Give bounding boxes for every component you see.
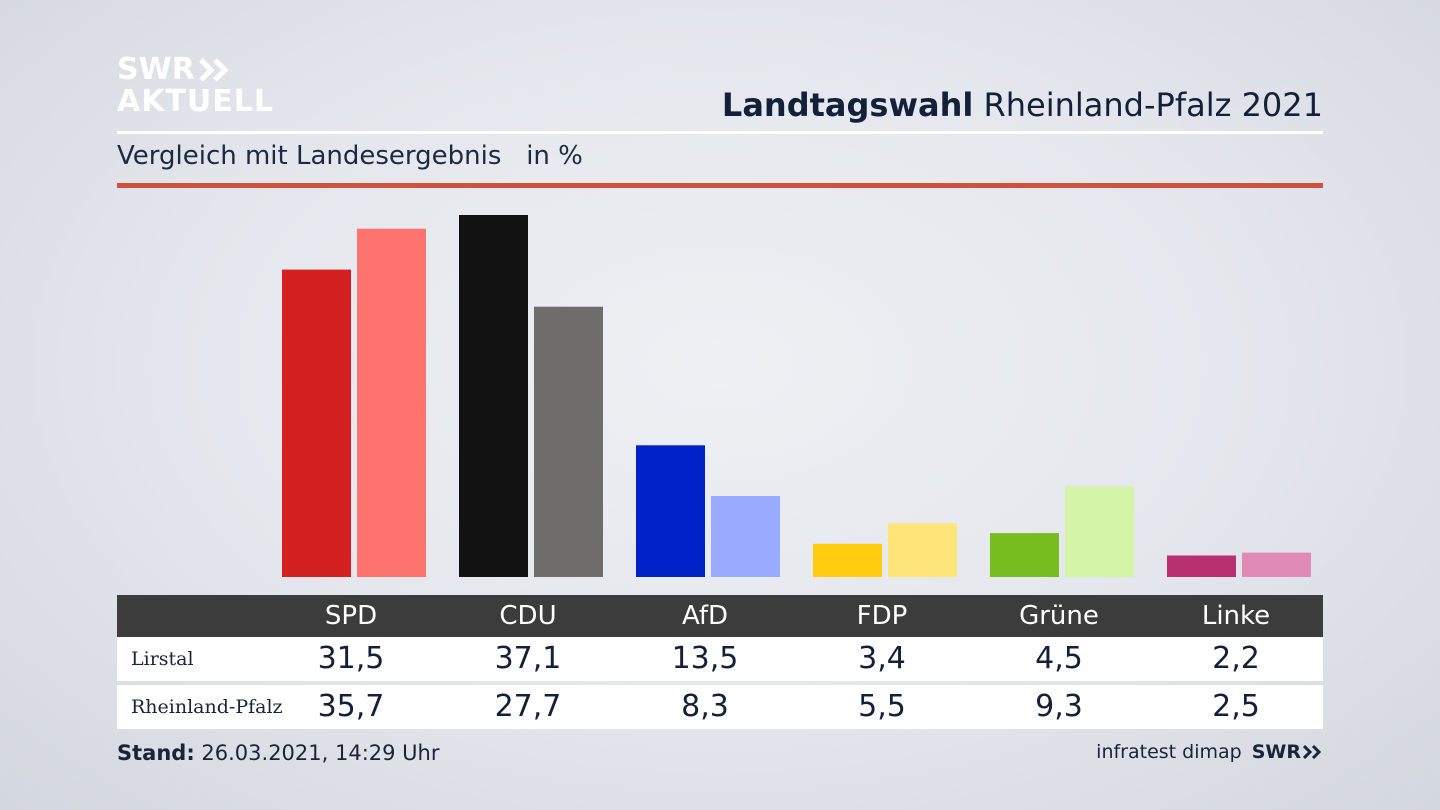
results-table: SPD CDU AfD FDP Grüne Linke Lirstal 31,5 37,1 13… — [117, 595, 1323, 729]
swr-brand-text: SWR — [1251, 741, 1301, 763]
table-cell: 9,3 — [1035, 689, 1083, 724]
table-cell: 35,7 — [317, 689, 385, 724]
row-label: Rheinland-Pfalz — [131, 696, 283, 718]
bar-fdp-series-1 — [813, 543, 882, 577]
swr-aktuell-logo: SWR AKTUELL — [117, 54, 274, 118]
column-header: CDU — [499, 601, 557, 631]
table-row: Lirstal 31,5 37,1 13,5 3,4 4,5 2,2 — [117, 637, 1323, 681]
title-divider — [117, 131, 1323, 134]
source-label: infratest dimap — [1096, 741, 1242, 763]
table-cell: 31,5 — [317, 641, 385, 676]
bar-grne-series-1 — [990, 533, 1059, 577]
timestamp: Stand: 26.03.2021, 14:29 Uhr — [117, 741, 440, 765]
table-cell: 2,5 — [1212, 689, 1260, 724]
table-cell: 8,3 — [681, 689, 729, 724]
bar-cdu-series-1 — [459, 215, 528, 577]
table-cell: 5,5 — [858, 689, 906, 724]
stand-label: Stand: — [117, 741, 195, 765]
page-title: Landtagswahl Rheinland-Pfalz 2021 — [722, 86, 1323, 124]
bar-spd-series-1 — [282, 269, 351, 577]
table-cell: 3,4 — [858, 641, 906, 676]
column-header: Linke — [1201, 601, 1271, 631]
bar-cdu-series-2 — [534, 306, 603, 577]
bar-afd-series-1 — [636, 445, 705, 577]
table-row: Rheinland-Pfalz 35,7 27,7 8,3 5,5 9,3 2,5 — [117, 685, 1323, 729]
source-credit: infratest dimap SWR — [1096, 741, 1323, 763]
bar-linke-series-2 — [1242, 552, 1311, 577]
bar-grne-series-2 — [1065, 486, 1134, 577]
accent-divider — [117, 183, 1323, 188]
table-header: SPD CDU AfD FDP Grüne Linke — [117, 595, 1323, 637]
stand-value: 26.03.2021, 14:29 Uhr — [194, 741, 440, 765]
double-chevron-icon — [1303, 745, 1322, 759]
column-header: FDP — [856, 601, 908, 631]
double-chevron-icon — [199, 58, 229, 82]
bar-linke-series-1 — [1167, 555, 1236, 577]
swr-brand: SWR — [1252, 741, 1323, 763]
table-cell: 27,7 — [494, 689, 562, 724]
column-header: Grüne — [1019, 601, 1099, 631]
logo-line-2: AKTUELL — [117, 84, 275, 119]
chart-subtitle: Vergleich mit Landesergebnis in % — [117, 141, 583, 171]
title-bold: Landtagswahl — [721, 86, 974, 124]
table-cell: 2,2 — [1212, 641, 1260, 676]
table-cell: 37,1 — [494, 641, 562, 676]
column-header: AfD — [681, 601, 729, 631]
table-body: Lirstal 31,5 37,1 13,5 3,4 4,5 2,2 Rheinland-Pf… — [117, 637, 1323, 729]
row-label: Lirstal — [131, 648, 194, 670]
bar-afd-series-2 — [711, 496, 780, 577]
bar-spd-series-2 — [357, 228, 426, 577]
column-header: SPD — [324, 601, 378, 631]
table-cell: 13,5 — [671, 641, 739, 676]
title-rest: Rheinland-Pfalz 2021 — [973, 86, 1323, 124]
bar-fdp-series-2 — [888, 523, 957, 577]
logo-line-1: SWR — [117, 52, 195, 87]
table-cell: 4,5 — [1035, 641, 1083, 676]
